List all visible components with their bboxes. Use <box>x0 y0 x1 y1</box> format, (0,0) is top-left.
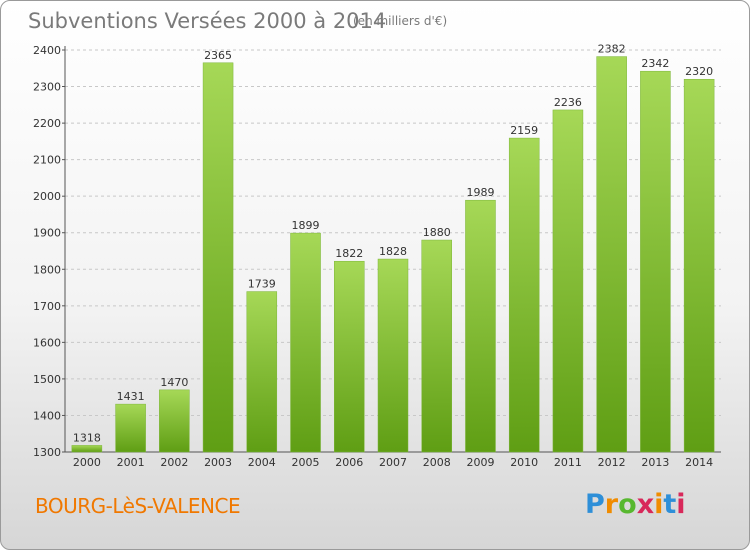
x-tick-label: 2006 <box>335 456 363 469</box>
data-label: 2159 <box>510 124 538 137</box>
y-tick-label: 1300 <box>33 446 61 459</box>
data-label: 2365 <box>204 49 232 62</box>
x-tick-label: 2010 <box>510 456 538 469</box>
x-tick-label: 2005 <box>292 456 320 469</box>
x-tick-label: 2002 <box>160 456 188 469</box>
bars <box>71 56 715 453</box>
y-tick-label: 1900 <box>33 227 61 240</box>
data-label: 1470 <box>160 376 188 389</box>
data-label: 1880 <box>423 226 451 239</box>
y-tick-label: 1800 <box>33 263 61 276</box>
y-tick-label: 1400 <box>33 409 61 422</box>
data-label: 2236 <box>554 96 582 109</box>
chart-subtitle: (en milliers d'€) <box>353 14 448 28</box>
data-label: 1822 <box>335 247 363 260</box>
commune-name: BOURG-LèS-VALENCE <box>35 494 241 518</box>
data-label: 1318 <box>73 431 101 444</box>
bar-2008 <box>421 239 452 453</box>
data-label: 1828 <box>379 245 407 258</box>
bar-2002 <box>159 389 190 453</box>
y-tick-label: 2400 <box>33 44 61 57</box>
y-tick-label: 2200 <box>33 117 61 130</box>
bar-2003 <box>202 62 234 453</box>
x-tick-label: 2012 <box>598 456 626 469</box>
y-tick-label: 1600 <box>33 336 61 349</box>
x-tick-label: 2001 <box>117 456 145 469</box>
bar-2007 <box>377 258 409 453</box>
bar-2013 <box>640 70 671 453</box>
data-label: 1899 <box>292 219 320 232</box>
bar-2010 <box>508 137 540 453</box>
proxiti-logo[interactable]: Proxiti <box>585 489 686 520</box>
bar-2001 <box>115 403 146 453</box>
x-tick-label: 2003 <box>204 456 232 469</box>
x-tick-labels: 2000 2001 2002 2003 2004 2005 2006 2007 2008 2009… <box>73 456 713 469</box>
y-tick-labels: 1300 1400 1500 1600 1700 1800 1900 2000 2100 2200… <box>33 44 61 459</box>
data-labels: 1318 1431 1470 2365 1739 1899 1822 1828 1880 1989… <box>73 43 713 445</box>
chart-title: Subventions Versées 2000 à 2014 <box>28 9 387 33</box>
x-tick-label: 2008 <box>423 456 451 469</box>
bar-2011 <box>552 109 584 453</box>
x-tick-label: 2013 <box>641 456 669 469</box>
x-tick-label: 2007 <box>379 456 407 469</box>
x-tick-label: 2000 <box>73 456 101 469</box>
data-label: 1431 <box>117 390 145 403</box>
data-label: 2382 <box>598 43 626 56</box>
y-tick-label: 2000 <box>33 190 61 203</box>
y-tick-label: 1500 <box>33 373 61 386</box>
bar-2004 <box>246 291 278 453</box>
y-tick-label: 1700 <box>33 300 61 313</box>
bar-2005 <box>290 232 321 453</box>
data-label: 2320 <box>685 65 713 78</box>
x-tick-label: 2014 <box>685 456 713 469</box>
x-tick-label: 2009 <box>466 456 494 469</box>
bar-2014 <box>683 78 715 453</box>
y-tick-label: 2100 <box>33 154 61 167</box>
bar-2000 <box>71 445 103 453</box>
data-label: 2342 <box>641 57 669 70</box>
bar-2012 <box>596 56 627 453</box>
bar-2006 <box>334 260 365 453</box>
y-tick-label: 2300 <box>33 81 61 94</box>
data-label: 1739 <box>248 278 276 291</box>
x-tick-label: 2011 <box>554 456 582 469</box>
bar-2009 <box>465 199 496 453</box>
x-tick-label: 2004 <box>248 456 276 469</box>
data-label: 1989 <box>466 186 494 199</box>
